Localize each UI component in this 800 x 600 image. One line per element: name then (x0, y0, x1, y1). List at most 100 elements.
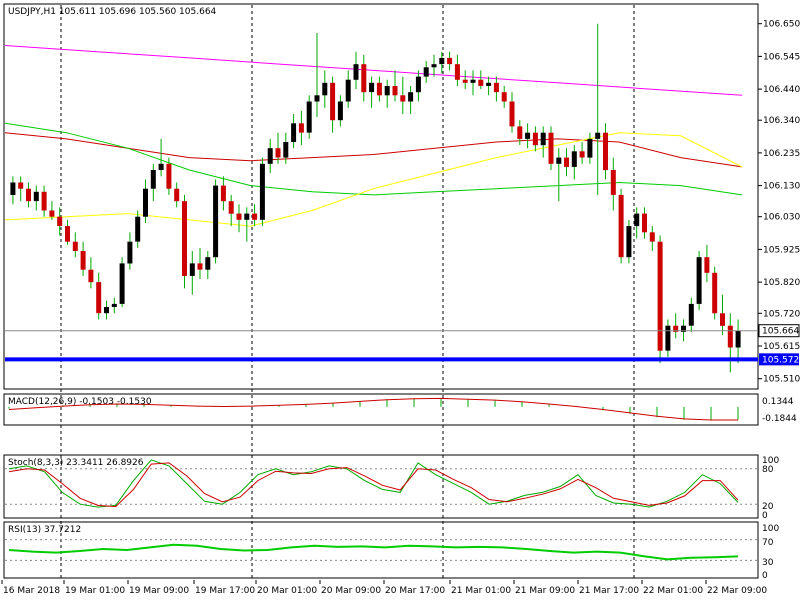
time-tick-label: 22 Mar 01:00 (643, 586, 703, 596)
candle-body (127, 241, 133, 264)
price-tick-label: 105.510 (763, 375, 800, 385)
candle-body (220, 185, 226, 202)
stoch-title: Stoch(8,3,3) 23.3411 26.8926 (8, 458, 144, 468)
candle-body (26, 188, 31, 202)
candle-body (634, 213, 640, 227)
price-tick-label: 106.545 (763, 52, 800, 62)
stoch-tick-100: 100 (762, 456, 779, 466)
candle-body (657, 241, 663, 351)
stochastic-panel: Stoch(8,3,3) 23.3411 26.8926 100 80 20 0 (3, 454, 779, 521)
candle-body (96, 282, 102, 314)
time-tick-label: 21 Mar 01:00 (451, 586, 511, 596)
current-price-label: 105.664 (762, 327, 799, 337)
rsi-title: RSI(13) 37.7212 (8, 525, 81, 535)
candle-body (337, 101, 343, 121)
stoch-main-line (8, 459, 739, 508)
candle-body (548, 132, 554, 164)
candle-body (189, 263, 195, 276)
support-price-box (759, 353, 799, 366)
candle-body (579, 151, 585, 158)
candle-body (415, 76, 421, 93)
candle-body (392, 86, 398, 96)
time-tick-label: 20 Mar 01:00 (257, 586, 317, 596)
support-price-label: 105.572 (762, 355, 799, 365)
time-tick-label: 20 Mar 09:00 (321, 586, 381, 596)
moving-averages (4, 45, 743, 227)
rsi-line (8, 543, 739, 561)
price-axis: 106.650 106.545 106.440 106.340 106.235 106.1… (758, 20, 800, 385)
time-tick-label: 21 Mar 17:00 (579, 586, 639, 596)
candle-body (517, 126, 523, 139)
candle-body (369, 82, 375, 93)
time-tick-label: 22 Mar 09:00 (707, 586, 767, 596)
macd-panel: MACD(12,26,9) -0.1503 -0.1530 0.1344 -0.… (3, 393, 797, 426)
stoch-panel-frame (3, 454, 759, 519)
candle-body (704, 257, 710, 273)
candle-body (454, 64, 460, 80)
candle-body (158, 163, 164, 170)
candle-body (509, 101, 515, 127)
candle-body (649, 232, 655, 242)
candle-body (65, 226, 70, 242)
candle-body (688, 303, 694, 326)
candle-body (10, 182, 16, 195)
time-tick-label: 19 Mar 17:00 (195, 586, 255, 596)
price-panel: 106.650 106.545 106.440 106.340 106.235 106.1… (3, 3, 800, 580)
candles (10, 23, 741, 373)
moving-average-3 (4, 132, 743, 227)
current-price-box (758, 324, 800, 338)
macd-tick-top: 0.1344 (762, 397, 794, 407)
candle-body (322, 82, 328, 96)
candle-body (298, 123, 304, 133)
candle-body (119, 263, 125, 304)
candle-body (259, 163, 265, 220)
candle-body (57, 216, 63, 226)
price-tick-label: 106.650 (763, 20, 800, 30)
stoch-tick-80: 80 (762, 465, 774, 475)
candle-body (72, 241, 78, 251)
candle-body (532, 132, 538, 146)
rsi-panel-frame (3, 521, 759, 579)
candle-body (610, 170, 616, 195)
price-chart-title: USDJPY,H1 105.611 105.696 105.560 105.66… (8, 7, 217, 17)
candle-body (252, 213, 258, 220)
candle-body (267, 148, 273, 164)
moving-average-2 (4, 122, 743, 196)
candle-body (439, 57, 445, 65)
stoch-tick-20: 20 (762, 502, 774, 512)
candle-body (470, 79, 476, 83)
candle-body (564, 157, 569, 167)
candle-body (478, 79, 484, 86)
stoch-levels (5, 468, 758, 505)
candle-body (571, 151, 577, 167)
candle-body (80, 251, 86, 270)
candle-body (376, 82, 382, 96)
candle-body (431, 64, 437, 68)
candle-body (41, 191, 47, 211)
rsi-panel: RSI(13) 37.7212 100 70 30 0 (3, 521, 779, 581)
candle-body (540, 132, 546, 146)
macd-signal-line (8, 397, 738, 421)
candle-body (423, 67, 429, 77)
candle-body (447, 57, 453, 65)
candle-body (727, 325, 733, 348)
stoch-tick-0: 0 (762, 511, 768, 521)
candle-body (712, 272, 718, 314)
time-axis: 16 Mar 2018 19 Mar 01:00 19 Mar 09:00 19 Ma… (1, 580, 767, 596)
candle-body (104, 307, 109, 314)
candle-body (400, 95, 406, 102)
candle-body (275, 148, 281, 158)
candle-body (501, 92, 507, 102)
price-tick-label: 106.130 (763, 182, 800, 192)
price-tick-label: 106.340 (763, 116, 800, 126)
candle-body (330, 82, 336, 121)
rsi-tick-100: 100 (762, 524, 779, 534)
candle-body (33, 191, 39, 202)
candle-body (665, 325, 671, 351)
candle-body (213, 185, 219, 258)
candle-body (49, 210, 55, 217)
candle-body (182, 201, 187, 276)
price-tick-label: 106.235 (763, 149, 800, 159)
